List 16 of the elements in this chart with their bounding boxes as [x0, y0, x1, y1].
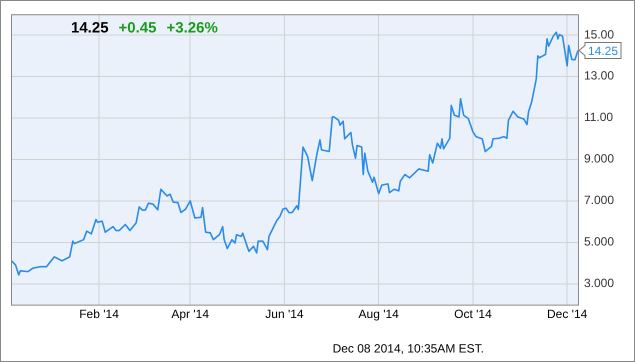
- x-tick-label: Oct '14: [454, 307, 492, 322]
- chart-title: 14.25 +0.45 +3.26%: [71, 19, 218, 36]
- y-tick-label: 3.000: [584, 276, 614, 290]
- x-tick-label: Apr '14: [171, 307, 210, 322]
- x-tick-label: Dec '14: [547, 307, 588, 322]
- text: Dec 08 2014, 10:35AM EST.: [332, 341, 484, 356]
- y-tick-label: 15.00: [584, 27, 614, 42]
- y-tick-label: 9.000: [584, 152, 614, 166]
- y-tick-label: 7.000: [584, 193, 614, 208]
- y-tick-label: 5.000: [584, 234, 614, 249]
- x-tick-label: Jun '14: [265, 307, 304, 322]
- y-tick-label: 13.00: [584, 68, 614, 83]
- y-tick-label: 11.00: [584, 110, 614, 124]
- x-tick-label: Aug '14: [358, 307, 400, 322]
- annotation: 14.25: [588, 44, 618, 58]
- x-tick-label: Feb '14: [79, 307, 120, 322]
